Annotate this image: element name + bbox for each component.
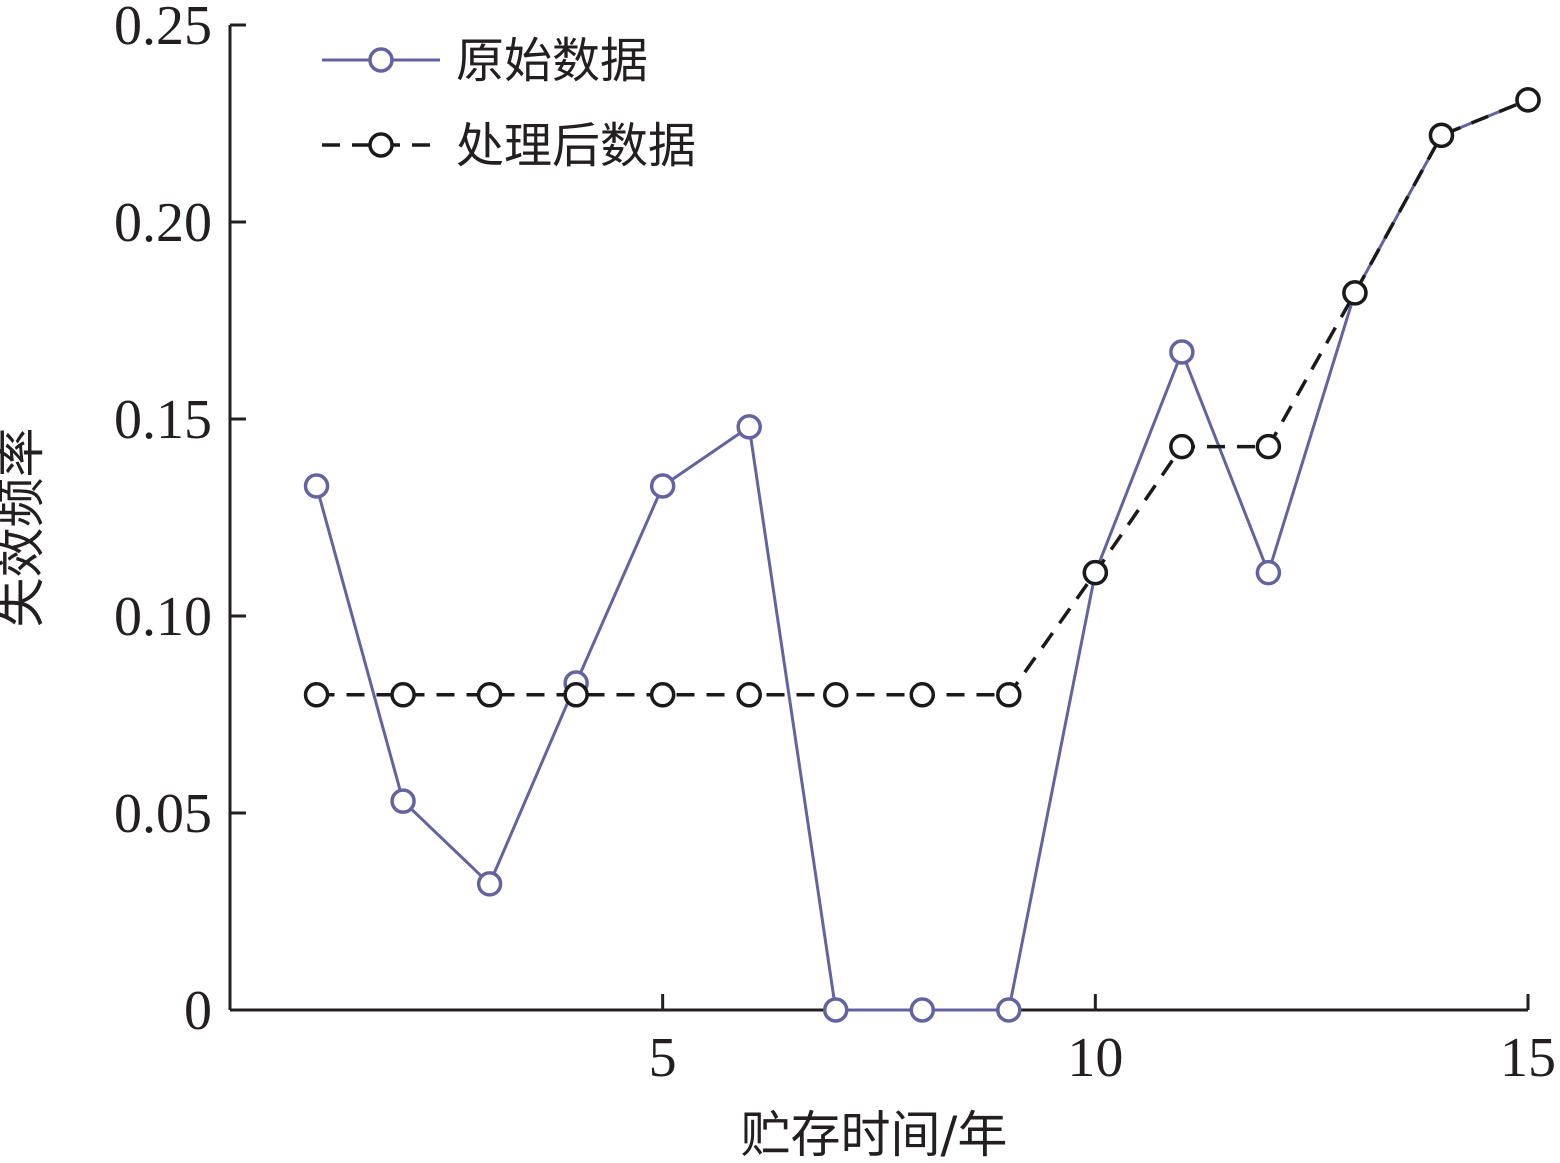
legend-label: 处理后数据 <box>456 118 696 174</box>
y-tick-label: 0.15 <box>114 389 212 451</box>
y-tick-label: 0.05 <box>114 783 212 845</box>
data-point-marker <box>996 682 1022 708</box>
y-tick-label: 0 <box>184 980 212 1042</box>
x-tick-label: 10 <box>1067 1027 1123 1089</box>
x-axis-title: 贮存时间/年 <box>741 1106 1008 1163</box>
data-point-marker <box>736 414 762 440</box>
series-2 <box>303 87 1541 708</box>
data-point-marker <box>1255 433 1282 460</box>
y-tick-label: 0.25 <box>114 0 212 57</box>
legend-marker <box>368 132 394 158</box>
data-point-marker <box>649 473 676 499</box>
data-point-marker <box>303 473 330 499</box>
series-line <box>316 98 1529 697</box>
data-point-marker <box>909 997 936 1023</box>
legend-item: 原始数据 <box>322 33 648 89</box>
data-point-marker <box>1428 122 1455 149</box>
legend-label: 原始数据 <box>456 33 648 89</box>
data-point-marker <box>822 682 849 708</box>
x-ticks: 5 10 15 <box>649 994 1556 1089</box>
data-point-marker <box>1082 559 1109 586</box>
series-line <box>315 98 1529 1012</box>
data-point-marker <box>390 788 416 814</box>
x-tick-label: 5 <box>649 1027 677 1089</box>
axes <box>228 25 1528 1012</box>
data-point-marker <box>1342 280 1368 306</box>
data-point-marker <box>1169 339 1195 365</box>
legend-item: 处理后数据 <box>322 118 696 174</box>
data-point-marker <box>1255 559 1282 586</box>
data-point-marker <box>736 682 762 708</box>
series-1 <box>303 87 1541 1023</box>
data-point-marker <box>1169 433 1195 460</box>
series-layer <box>303 87 1541 1023</box>
data-point-marker <box>303 682 330 708</box>
data-point-marker <box>649 682 676 708</box>
legend-marker <box>368 47 394 73</box>
y-ticks: 0 0.05 0.10 0.15 0.20 0.25 <box>114 0 246 1042</box>
y-axis-title: 失效频率 <box>0 428 50 628</box>
data-point-marker <box>563 682 589 708</box>
data-point-marker <box>909 682 936 708</box>
y-tick-label: 0.10 <box>114 586 212 648</box>
data-point-marker <box>996 997 1022 1023</box>
data-point-marker <box>390 682 416 708</box>
data-point-marker <box>476 682 503 708</box>
data-point-marker <box>1515 87 1541 113</box>
data-point-marker <box>822 997 849 1023</box>
x-tick-label: 15 <box>1500 1027 1556 1089</box>
data-point-marker <box>476 871 503 897</box>
y-tick-label: 0.20 <box>114 192 212 254</box>
